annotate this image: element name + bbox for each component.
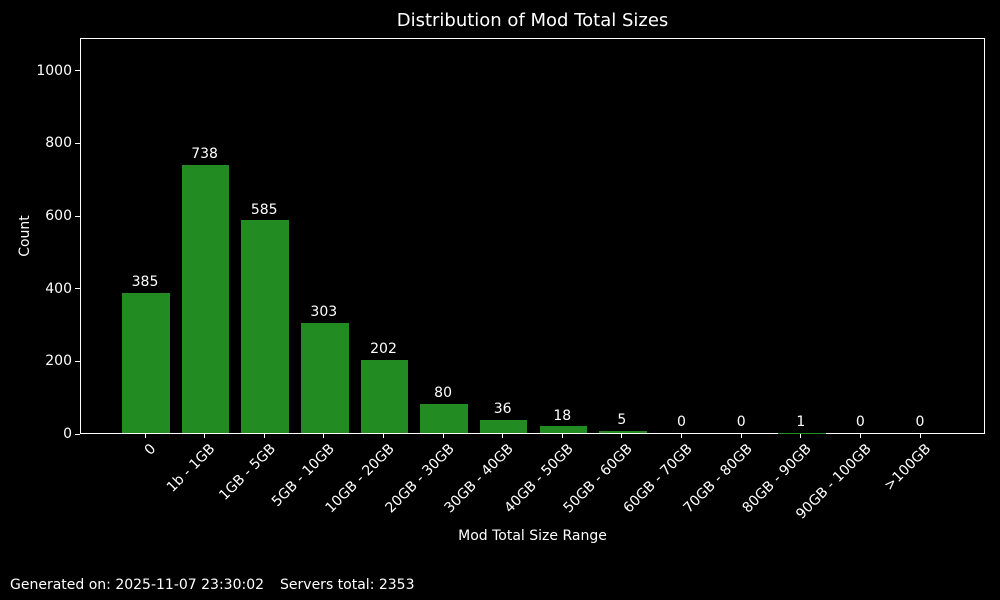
bar: [241, 220, 290, 433]
x-tick: [263, 434, 265, 438]
x-tick: [859, 434, 861, 438]
y-tick-label: 400: [45, 280, 72, 297]
x-tick: [144, 434, 146, 438]
generated-timestamp: Generated on: 2025-11-07 23:30:02: [10, 577, 265, 593]
x-axis-title: Mod Total Size Range: [458, 528, 607, 544]
x-tick: [323, 434, 325, 438]
bar-value-label: 385: [131, 274, 159, 291]
bar-value-label: 18: [553, 407, 572, 424]
x-tick-label-text: 0: [141, 441, 160, 459]
y-tick-label: 800: [45, 135, 72, 152]
y-tick-label: 1000: [36, 62, 72, 79]
x-tick: [740, 434, 742, 438]
y-tick-label: 200: [45, 353, 72, 370]
y-tick: [75, 288, 80, 290]
x-tick: [561, 434, 563, 438]
x-tick: [919, 434, 921, 438]
bar: [360, 359, 409, 433]
y-tick: [75, 360, 80, 362]
bar-value-label: 202: [370, 340, 397, 357]
y-tick: [75, 142, 80, 144]
chart-title: Distribution of Mod Total Sizes: [396, 10, 669, 31]
x-tick-label-text: 1b - 1GB: [164, 441, 219, 496]
bar-value-label: 1: [796, 413, 806, 430]
x-tick: [204, 434, 206, 438]
bar: [420, 403, 468, 433]
bar-value-label: 0: [677, 414, 686, 430]
x-tick: [681, 434, 682, 438]
x-tick: [621, 434, 623, 438]
bar-value-label: 303: [310, 303, 338, 320]
bar: [122, 293, 170, 433]
y-tick-label: 600: [45, 208, 72, 224]
x-tick: [442, 434, 444, 438]
y-tick: [75, 433, 80, 435]
bar-value-label: 36: [493, 400, 512, 417]
y-tick: [75, 215, 80, 217]
x-tick-label-text: >100GB: [881, 441, 935, 494]
x-tick: [502, 434, 504, 438]
y-tick: [75, 70, 80, 72]
bar-value-label: 585: [250, 201, 278, 218]
bar: [181, 164, 230, 433]
y-tick-label: 0: [63, 426, 72, 442]
footer: Generated on: 2025-11-07 23:30:02 Server…: [10, 577, 415, 593]
x-tick-label-text: 1GB - 5GB: [215, 441, 279, 504]
bar: [301, 322, 349, 433]
x-tick: [800, 434, 802, 438]
bar-value-label: 0: [736, 414, 746, 430]
bar-value-label: 738: [191, 145, 218, 162]
bar: [479, 419, 528, 433]
bar: [599, 431, 647, 433]
bar: [539, 426, 588, 433]
bar-value-label: 5: [617, 412, 627, 429]
bar-value-label: 0: [855, 414, 865, 430]
bar-value-label: 80: [434, 384, 452, 401]
x-tick: [383, 434, 384, 438]
bar-value-label: 0: [915, 414, 925, 430]
plot-area: [80, 38, 985, 434]
servers-total: Servers total: 2353: [280, 577, 415, 593]
